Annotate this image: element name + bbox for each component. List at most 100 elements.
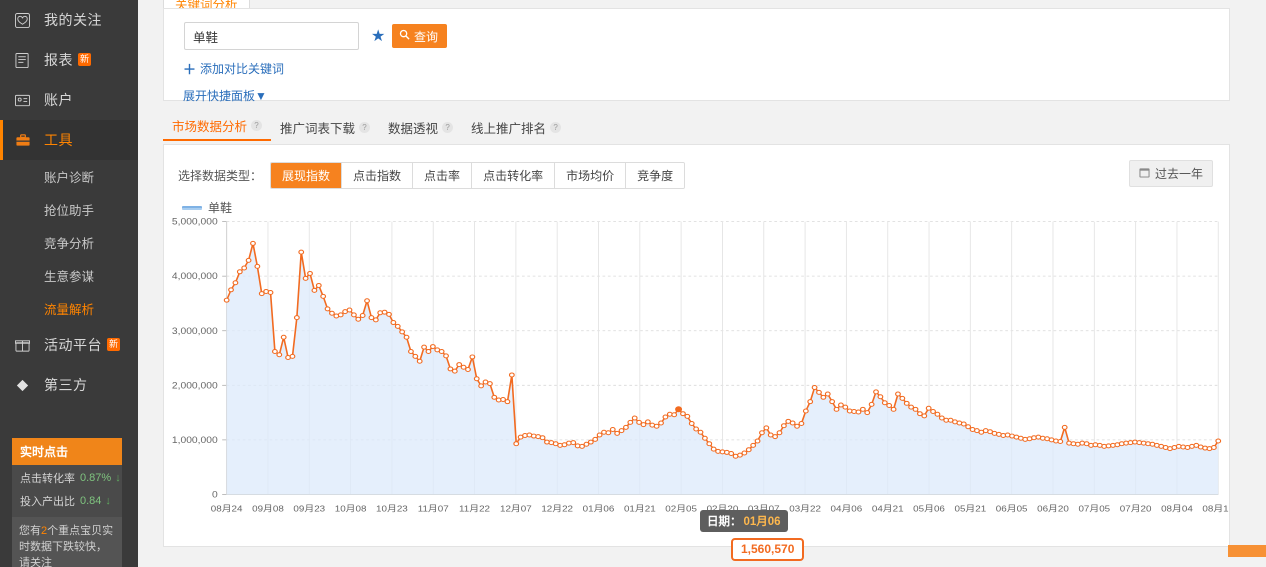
chart-point[interactable] <box>868 401 875 407</box>
chart-point[interactable] <box>623 424 629 430</box>
sidebar-item-account[interactable]: 账户 <box>0 80 138 120</box>
chart-point[interactable] <box>881 400 888 406</box>
chart-point[interactable] <box>877 394 884 400</box>
chart-point[interactable] <box>355 316 362 322</box>
chart-point[interactable] <box>614 430 621 436</box>
chart-point[interactable] <box>350 312 357 318</box>
chart-point[interactable] <box>745 447 752 453</box>
sidebar-subitem-account-diagnosis[interactable]: 账户诊断 <box>0 160 138 193</box>
chart-point[interactable] <box>272 348 278 354</box>
chart-point[interactable] <box>912 406 919 412</box>
sidebar-subitem-competition-analysis[interactable]: 竞争分析 <box>0 226 138 259</box>
chart-point[interactable] <box>855 409 862 415</box>
chart-point[interactable] <box>886 403 893 408</box>
chart-point[interactable] <box>605 430 612 436</box>
chart-point[interactable] <box>772 434 779 440</box>
chart-point[interactable] <box>680 411 686 417</box>
chart-point[interactable] <box>337 312 344 318</box>
expand-quick-panel-link[interactable]: 展开快捷面板▼ <box>183 87 267 104</box>
chart-point[interactable] <box>710 446 717 452</box>
chart-point[interactable] <box>412 353 419 359</box>
search-button[interactable]: 查询 <box>392 24 448 48</box>
chart-point[interactable] <box>658 420 664 426</box>
chart-point[interactable] <box>276 352 283 358</box>
chart-point[interactable] <box>302 275 309 281</box>
chart-point[interactable] <box>838 402 844 408</box>
chart-point[interactable] <box>500 397 506 402</box>
help-icon[interactable]: ? <box>550 122 562 133</box>
chart-point[interactable] <box>386 311 392 317</box>
chart-point[interactable] <box>223 297 230 303</box>
add-compare-keyword-link[interactable]: ＋ 添加对比关键词 <box>183 59 284 78</box>
tab-online-promotion-rank[interactable]: 线上推广排名 ? <box>462 116 570 141</box>
chart-point[interactable] <box>930 409 936 414</box>
chart-point[interactable] <box>737 452 743 458</box>
chart-point[interactable] <box>903 400 910 406</box>
chart-point[interactable] <box>486 381 493 387</box>
chart-point[interactable] <box>1210 445 1217 451</box>
chart-point[interactable] <box>1215 438 1222 444</box>
chart-point[interactable] <box>938 415 945 421</box>
chart-point[interactable] <box>776 430 783 436</box>
chart-point[interactable] <box>394 323 401 329</box>
chart-point[interactable] <box>390 320 397 326</box>
chart-point[interactable] <box>381 309 388 315</box>
chart-point[interactable] <box>618 428 625 434</box>
chart-point[interactable] <box>899 395 906 401</box>
chart-point[interactable] <box>780 423 787 429</box>
chart-point[interactable] <box>465 366 471 372</box>
chart-point[interactable] <box>921 413 928 419</box>
chart-point[interactable] <box>807 399 814 405</box>
chart-point[interactable] <box>596 432 603 438</box>
chart-point[interactable] <box>802 408 809 414</box>
sidebar-item-tools[interactable]: 工具 <box>0 120 138 160</box>
chart-point[interactable] <box>873 389 879 395</box>
chart-point[interactable] <box>631 415 638 421</box>
chart-point[interactable] <box>829 399 836 405</box>
chart-point[interactable] <box>456 362 463 368</box>
data-type-click-conversion-rate[interactable]: 点击转化率 <box>472 163 556 188</box>
chart-point[interactable] <box>754 438 761 444</box>
chart-point[interactable] <box>324 306 331 312</box>
chart-point[interactable] <box>960 421 967 427</box>
chart-point[interactable] <box>228 287 234 293</box>
chart-point[interactable] <box>925 405 932 411</box>
chart-point[interactable] <box>671 412 678 418</box>
chart-point[interactable] <box>267 290 274 296</box>
chart-point[interactable] <box>688 421 695 426</box>
chart-point[interactable] <box>697 429 704 435</box>
chart-point[interactable] <box>636 419 642 425</box>
chart-point[interactable] <box>706 441 713 447</box>
chart-point[interactable] <box>609 427 616 432</box>
chart-point[interactable] <box>473 376 480 382</box>
chart-point[interactable] <box>513 441 520 447</box>
chart-point[interactable] <box>298 249 305 255</box>
help-icon[interactable]: ? <box>359 122 371 133</box>
chart-point[interactable] <box>789 420 796 426</box>
sidebar-subitem-rank-helper[interactable]: 抢位助手 <box>0 193 138 226</box>
chart-point[interactable] <box>403 334 410 340</box>
chart-point[interactable] <box>890 406 897 412</box>
chart-point[interactable] <box>508 372 515 378</box>
chart-point[interactable] <box>280 334 287 340</box>
chart-plot-area[interactable]: 0 1,000,000 2,000,000 3,000,000 4,000,000 5,0… <box>164 217 1229 532</box>
chart-point[interactable] <box>741 450 748 456</box>
tab-promotion-word-download[interactable]: 推广词表下载 ? <box>271 116 379 141</box>
data-type-impression-index[interactable]: 展现指数 <box>271 163 343 188</box>
chart-point[interactable] <box>368 315 375 321</box>
chart-point[interactable] <box>824 391 831 397</box>
chart-point[interactable] <box>293 315 300 321</box>
chart-point[interactable] <box>258 291 265 297</box>
chart-point[interactable] <box>399 329 406 335</box>
chart-point[interactable] <box>443 353 449 359</box>
chart-point[interactable] <box>820 394 827 400</box>
chart-point[interactable] <box>539 435 546 441</box>
chart-point[interactable] <box>934 411 941 417</box>
sidebar-item-my-follow[interactable]: 我的关注 <box>0 0 138 40</box>
help-icon[interactable]: ? <box>442 122 454 133</box>
chart-point[interactable] <box>627 419 634 425</box>
chart-point[interactable] <box>491 394 498 400</box>
sidebar-item-reports[interactable]: 报表 新 <box>0 40 138 80</box>
chart-point[interactable] <box>908 404 915 410</box>
chart-point[interactable] <box>429 344 436 350</box>
